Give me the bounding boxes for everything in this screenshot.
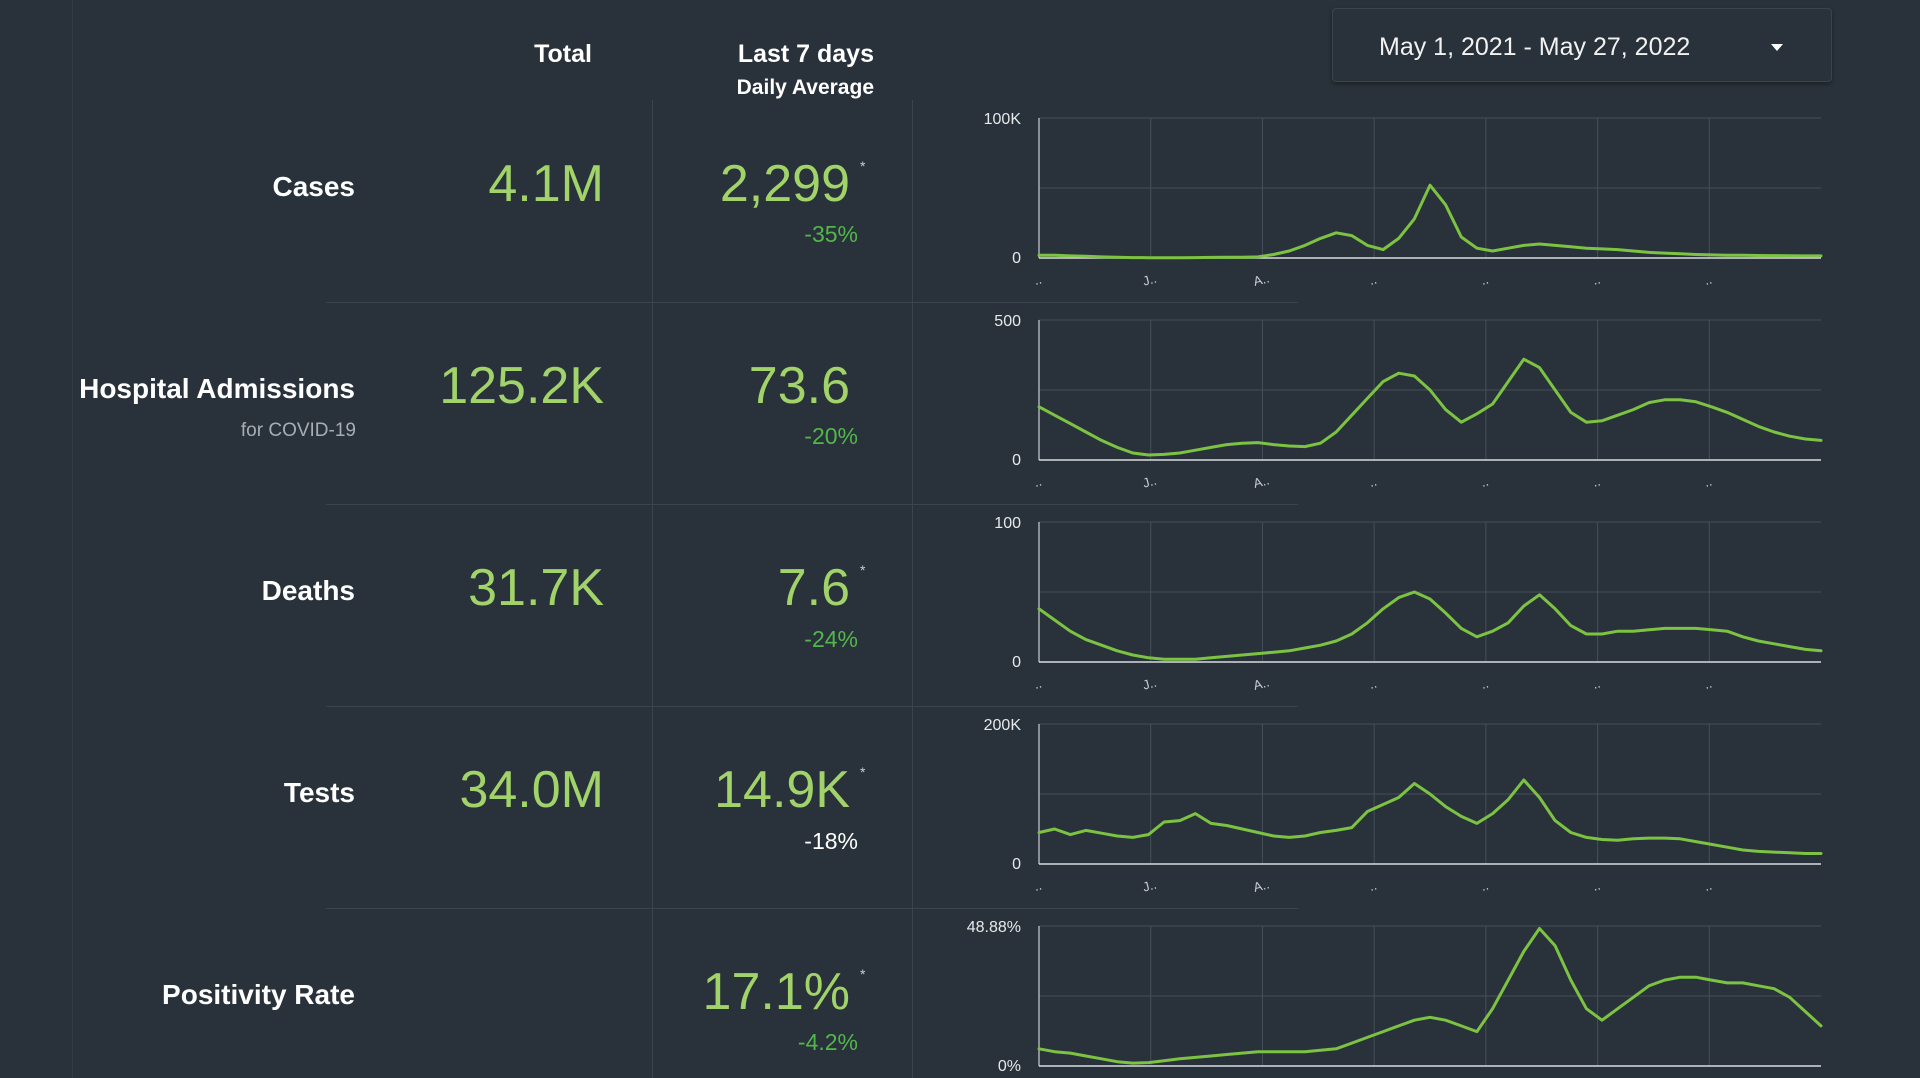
x-tick-label: J.. <box>1141 473 1158 491</box>
x-tick-label: A.. <box>1252 876 1271 895</box>
row-label: Positivity Rate <box>162 979 355 1010</box>
daily-average-value: 2,299 <box>719 155 850 213</box>
x-tick-label: .. <box>1368 473 1379 489</box>
x-tick-label: .. <box>1703 675 1714 691</box>
percent-change: -20% <box>804 423 858 449</box>
row-divider <box>326 302 1298 303</box>
total-value: 31.7K <box>468 559 604 617</box>
total-value: 125.2K <box>439 357 604 415</box>
total-value: 34.0M <box>459 761 604 819</box>
y-tick-label: 200K <box>984 717 1022 734</box>
y-tick-label: 0 <box>1012 250 1021 267</box>
row-label: Cases <box>272 171 355 202</box>
date-range-label: May 1, 2021 - May 27, 2022 <box>1379 33 1691 61</box>
x-tick-label: .. <box>1703 877 1714 893</box>
x-tick-label: .. <box>1032 675 1043 691</box>
total-value: 4.1M <box>488 155 604 213</box>
row-sublabel: for COVID-19 <box>240 420 356 441</box>
row-label: Hospital Admissions <box>79 373 355 404</box>
x-tick-label: .. <box>1032 271 1043 287</box>
x-tick-label: .. <box>1479 675 1490 691</box>
footnote-asterisk: * <box>860 158 866 174</box>
x-tick-label: .. <box>1703 473 1714 489</box>
footnote-asterisk: * <box>860 764 866 780</box>
x-tick-label: A.. <box>1252 674 1271 693</box>
series-line <box>1037 357 1823 457</box>
last7-column-header: Last 7 days <box>737 40 874 68</box>
column-divider <box>652 100 653 1078</box>
x-tick-label: .. <box>1479 877 1490 893</box>
caret-down-icon[interactable] <box>1771 44 1783 51</box>
series-line <box>1037 183 1823 260</box>
hospital-admissions-trend-chart: 0 500.. J.. A.......... <box>994 313 1823 491</box>
daily-average-subheader: Daily Average <box>736 76 874 99</box>
series-line <box>1037 927 1823 1065</box>
positivity-rate-trend-chart: 0% 48.88% <box>967 919 1823 1075</box>
daily-average-value: 7.6 <box>777 559 850 617</box>
y-tick-label: 100 <box>994 515 1021 532</box>
date-range-picker[interactable]: May 1, 2021 - May 27, 2022 <box>1332 8 1832 82</box>
x-tick-label: .. <box>1368 675 1379 691</box>
y-tick-label: 48.88% <box>967 919 1021 936</box>
row-label: Deaths <box>261 575 355 606</box>
daily-average-value: 14.9K <box>714 761 850 819</box>
y-tick-label: 0 <box>1012 856 1021 873</box>
footnote-asterisk: * <box>860 562 866 578</box>
daily-average-value: 17.1% <box>702 963 850 1021</box>
x-tick-label: J.. <box>1141 877 1158 895</box>
left-border-line <box>72 0 73 1078</box>
row-divider <box>326 706 1298 707</box>
row-divider <box>326 504 1298 505</box>
percent-change: -4.2% <box>797 1029 858 1055</box>
x-tick-label: J.. <box>1141 271 1158 289</box>
percent-change: -35% <box>804 221 858 247</box>
x-tick-label: .. <box>1032 473 1043 489</box>
x-tick-label: .. <box>1591 271 1602 287</box>
y-tick-label: 0 <box>1012 452 1021 469</box>
cases-trend-chart: 0 100K.. J.. A.......... <box>984 111 1823 289</box>
x-tick-label: A.. <box>1252 472 1271 491</box>
y-tick-label: 100K <box>984 111 1022 128</box>
y-tick-label: 500 <box>994 313 1021 330</box>
y-tick-label: 0% <box>998 1058 1021 1075</box>
x-tick-label: .. <box>1032 877 1043 893</box>
tests-trend-chart: 0 200K.. J.. A.......... <box>984 717 1823 895</box>
x-tick-label: .. <box>1591 877 1602 893</box>
x-tick-label: .. <box>1591 473 1602 489</box>
deaths-trend-chart: 0 100.. J.. A.......... <box>994 515 1823 693</box>
row-label: Tests <box>283 777 355 808</box>
series-line <box>1037 590 1823 661</box>
x-tick-label: .. <box>1479 271 1490 287</box>
x-tick-label: .. <box>1368 877 1379 893</box>
daily-average-value: 73.6 <box>748 357 850 415</box>
x-tick-label: A.. <box>1252 270 1271 289</box>
x-tick-label: .. <box>1591 675 1602 691</box>
column-divider <box>912 100 913 1078</box>
series-line <box>1037 778 1823 855</box>
percent-change: -24% <box>804 626 858 652</box>
x-tick-label: .. <box>1703 271 1714 287</box>
y-tick-label: 0 <box>1012 654 1021 671</box>
percent-change: -18% <box>804 828 858 854</box>
row-divider <box>326 908 1298 909</box>
total-column-header: Total <box>534 40 592 68</box>
footnote-asterisk: * <box>860 966 866 982</box>
x-tick-label: .. <box>1479 473 1490 489</box>
x-tick-label: J.. <box>1141 675 1158 693</box>
x-tick-label: .. <box>1368 271 1379 287</box>
